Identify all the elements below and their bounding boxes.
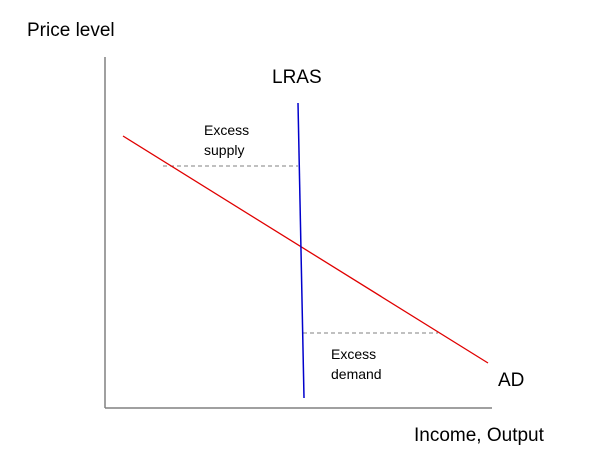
excess-supply-label-line1: Excess	[204, 122, 249, 138]
lras-label: LRAS	[272, 67, 322, 88]
x-axis-label: Income, Output	[414, 425, 545, 446]
excess-demand-label-line1: Excess	[331, 346, 376, 362]
ad-curve	[122, 135, 489, 364]
ad-label: AD	[498, 370, 524, 391]
excess-supply-label-line2: supply	[204, 142, 244, 158]
excess-demand-label-line2: demand	[331, 366, 382, 382]
lras-curve	[297, 102, 305, 399]
y-axis-label: Price level	[27, 20, 115, 41]
